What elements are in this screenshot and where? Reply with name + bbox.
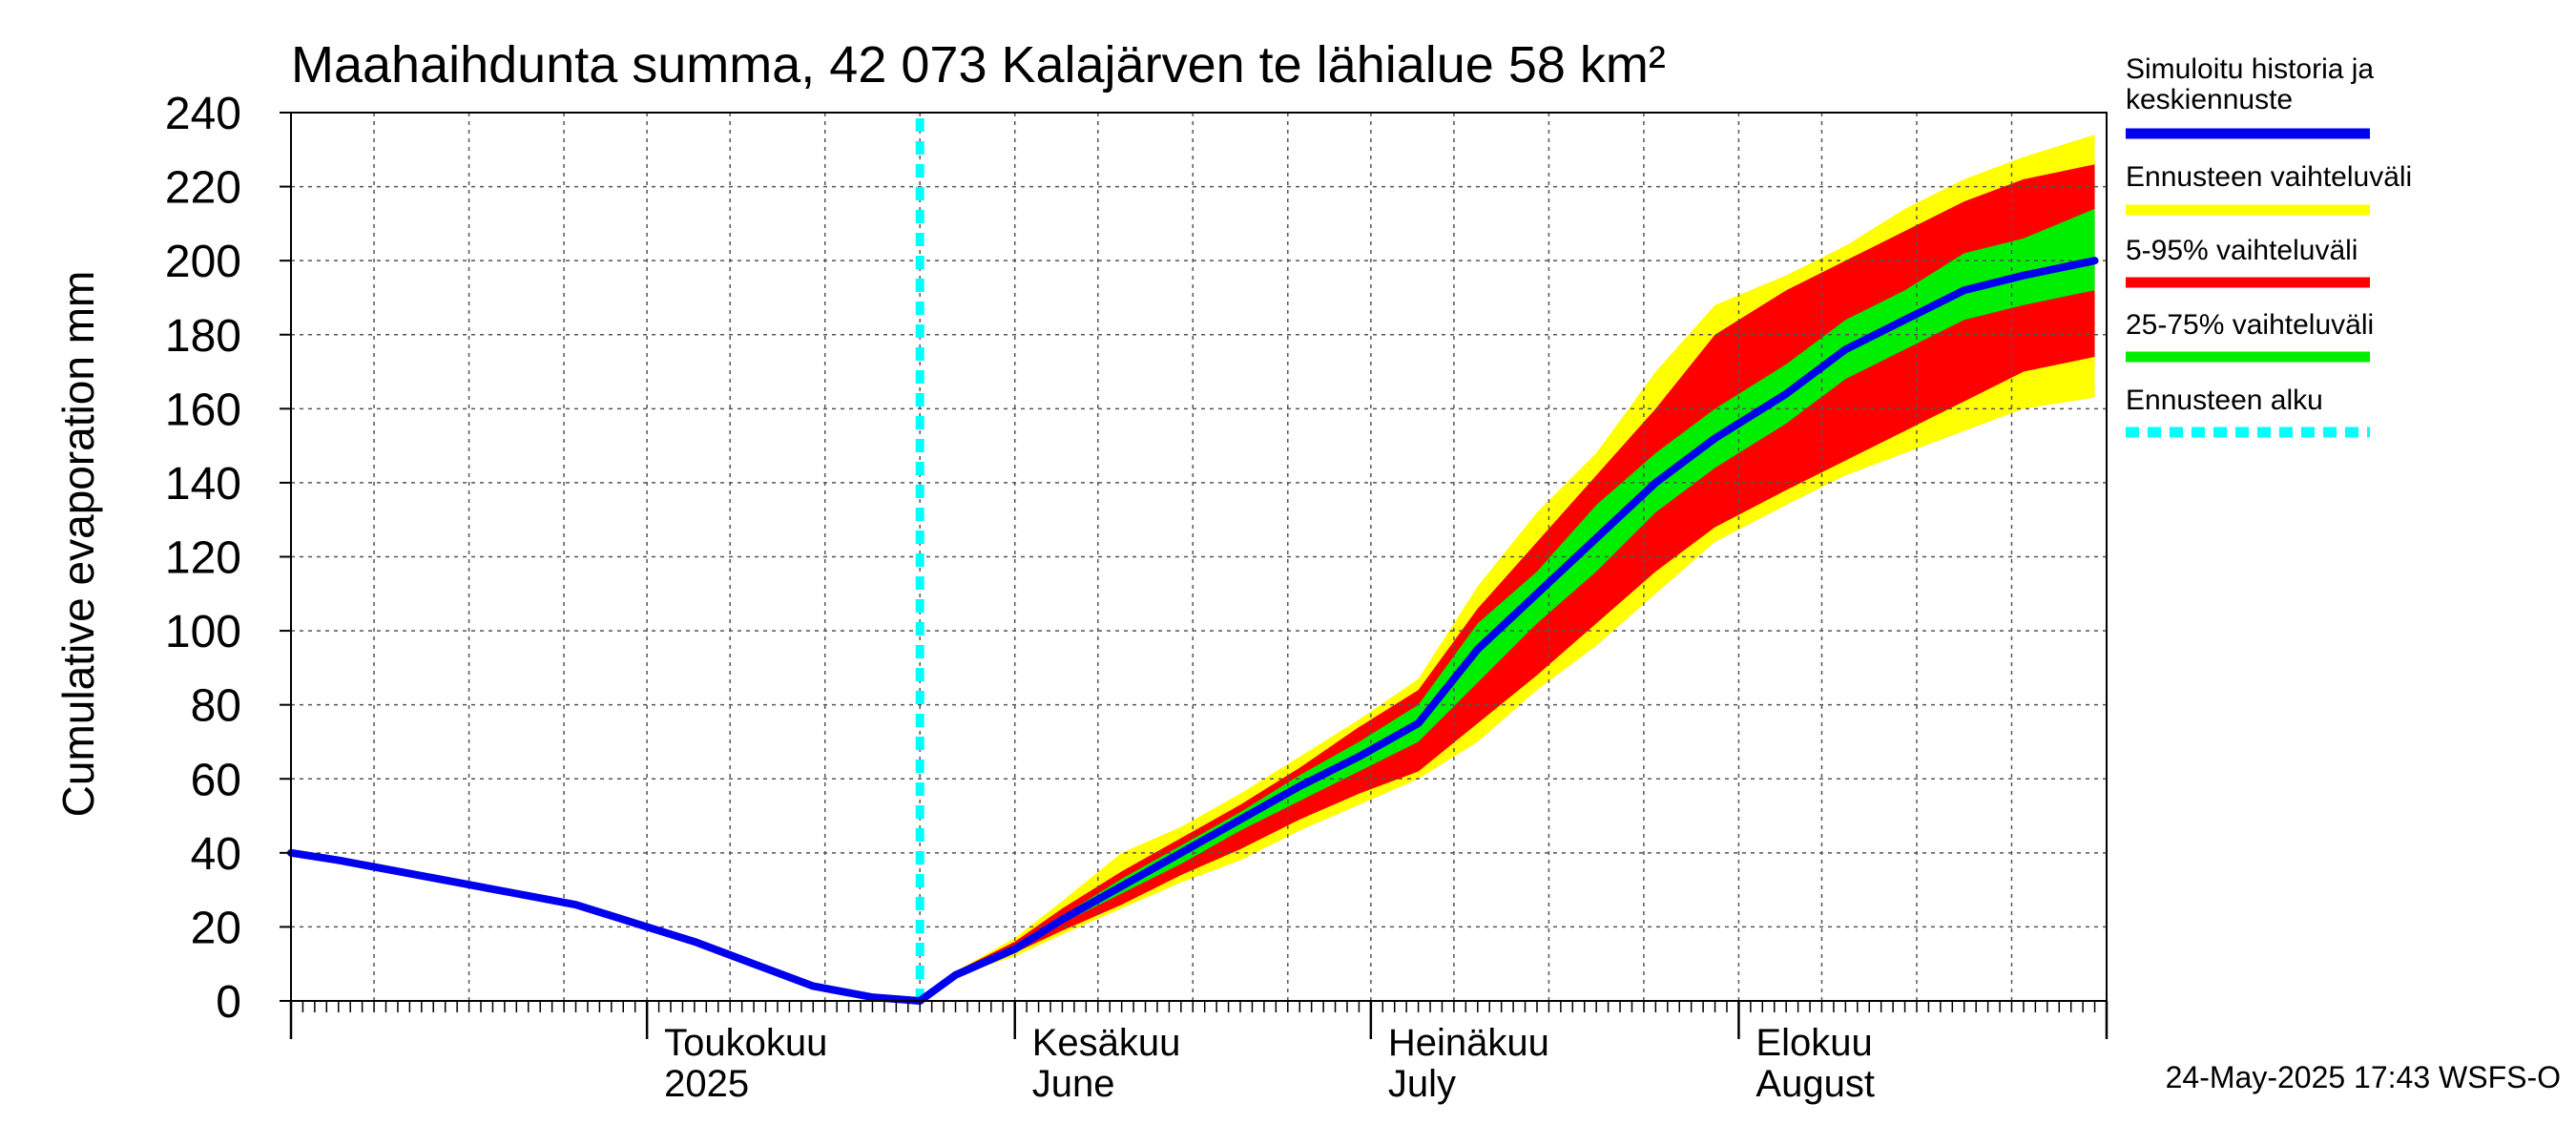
y-tick-label: 160 [165,385,241,435]
y-tick-label: 40 [191,829,241,880]
legend-label: Simuloitu historia ja [2126,53,2374,85]
median-line-group [287,257,2099,1005]
legend-label: 5-95% vaihteluväli [2126,235,2358,266]
x-tick-label: July [1388,1063,1456,1105]
y-tick-label: 80 [191,681,241,732]
legend-label: Ennusteen vaihteluväli [2126,161,2412,193]
x-tick-label: August [1755,1063,1875,1105]
legend-label: keskiennuste [2126,84,2293,115]
x-tick-label: June [1032,1063,1115,1105]
x-tick-label: Heinäkuu [1388,1022,1549,1064]
x-tick-label: Toukokuu [664,1022,827,1064]
y-tick-label: 220 [165,163,241,214]
timestamp-footer: 24-May-2025 17:43 WSFS-O [2166,1060,2561,1094]
y-axis-label: Cumulative evaporation mm [53,271,103,818]
y-tick-label: 180 [165,311,241,362]
chart-title: Maahaihdunta summa, 42 073 Kalajärven te… [291,36,1666,94]
y-tick-label: 100 [165,607,241,657]
y-tick-label: 0 [216,977,241,1028]
legend-label: Ennusteen alku [2126,385,2323,416]
y-tick-label: 20 [191,903,241,953]
x-tick-label: Elokuu [1755,1022,1872,1064]
median-line [287,257,2099,1005]
legend-label: 25-75% vaihteluväli [2126,309,2374,341]
x-tick-label: 2025 [664,1063,749,1105]
y-tick-label: 60 [191,755,241,805]
y-tick-labels: 0 20 40 60 80 100 120 140 160 180 200 220 240 [165,89,241,1028]
forecast-bands [920,135,2095,1001]
y-tick-label: 140 [165,459,241,510]
x-tick-label: Kesäkuu [1032,1022,1181,1064]
y-tick-label: 120 [165,533,241,584]
y-tick-label: 200 [165,237,241,287]
y-tick-label: 240 [165,89,241,139]
band-2 [920,208,2095,1001]
axes [280,112,2109,1039]
